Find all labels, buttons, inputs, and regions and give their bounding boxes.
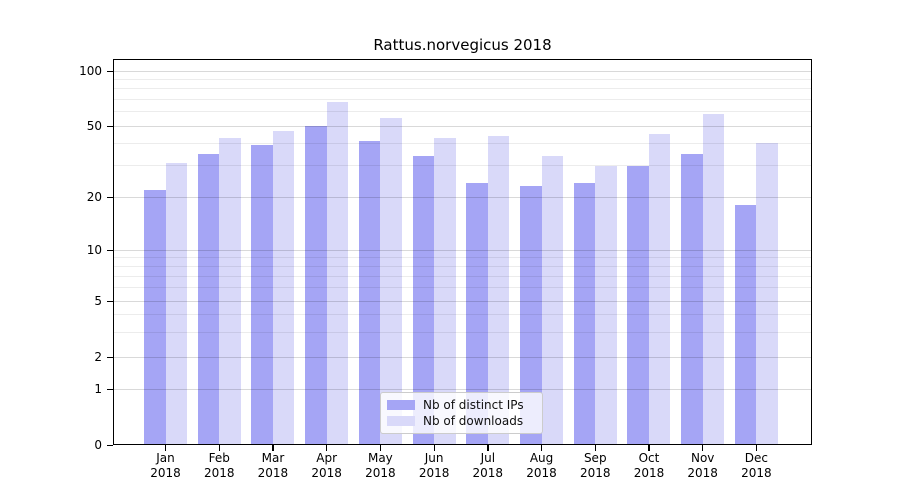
- gridline-7: [114, 275, 811, 277]
- bar-downloads: [326, 101, 349, 445]
- y-tick-label: 20: [86, 190, 102, 204]
- y-tick-mark: [107, 70, 113, 72]
- y-tick-label: 10: [86, 243, 102, 257]
- x-tick-label-apr: Apr 2018: [311, 451, 342, 480]
- gridline-3: [114, 331, 811, 333]
- y-tick-mark: [107, 196, 113, 198]
- bar-distinct-ips: [197, 153, 220, 445]
- y-tick-label: 2: [94, 350, 102, 364]
- bar-distinct-ips: [681, 153, 703, 445]
- x-tick-label-nov: Nov 2018: [687, 451, 718, 480]
- x-tick-mark: [379, 445, 382, 451]
- gridline-20: [114, 196, 811, 198]
- gridline-70: [114, 98, 811, 100]
- gridline-9: [114, 257, 811, 259]
- bar-downloads: [434, 137, 456, 445]
- bar-distinct-ips: [734, 205, 757, 445]
- legend-swatch-downloads: [387, 416, 415, 426]
- gridline-60: [114, 111, 811, 113]
- gridline-40: [114, 142, 811, 144]
- y-tick-label: 50: [86, 119, 102, 133]
- y-tick-label: 100: [79, 64, 102, 78]
- x-tick-label-dec: Dec 2018: [741, 451, 772, 480]
- x-tick-mark: [702, 445, 704, 451]
- bar-downloads: [272, 130, 295, 445]
- x-tick-mark: [272, 445, 274, 451]
- x-tick-mark: [433, 445, 435, 451]
- x-tick-label-aug: Aug 2018: [526, 451, 557, 480]
- x-tick-label-jul: Jul 2018: [472, 451, 504, 480]
- x-tick-mark: [326, 445, 328, 451]
- y-tick-label: 0: [94, 438, 102, 452]
- x-tick-label-may: May 2018: [365, 451, 396, 480]
- y-tick-mark: [107, 249, 113, 251]
- gridline-8: [114, 265, 811, 267]
- x-tick-mark: [218, 445, 220, 451]
- bar-downloads: [165, 163, 187, 445]
- y-tick-mark: [107, 388, 113, 390]
- x-tick-mark: [487, 445, 489, 451]
- x-tick-mark: [165, 445, 167, 451]
- bar-distinct-ips: [305, 126, 327, 445]
- legend-swatch-distinct-ips: [387, 400, 415, 410]
- gridline-10: [114, 249, 811, 251]
- bar-distinct-ips: [251, 145, 273, 445]
- bar-distinct-ips: [520, 186, 542, 445]
- bar-downloads: [595, 165, 617, 445]
- y-tick-label: 5: [94, 294, 102, 308]
- y-tick-mark: [107, 300, 113, 302]
- gridline-30: [114, 165, 811, 167]
- bar-downloads: [380, 118, 402, 445]
- bar-distinct-ips: [144, 189, 166, 445]
- x-tick-mark: [541, 445, 543, 451]
- bar-distinct-ips: [466, 182, 488, 445]
- y-tick-mark: [107, 125, 113, 127]
- x-tick-mark: [648, 445, 650, 451]
- bar-downloads: [219, 137, 241, 445]
- gridline-5: [114, 300, 811, 302]
- x-tick-label-sep: Sep 2018: [579, 451, 611, 480]
- bar-downloads: [756, 143, 778, 445]
- legend-label-downloads: Nb of downloads: [423, 414, 524, 428]
- legend: Nb of distinct IPs Nb of downloads: [380, 392, 543, 434]
- gridline-80: [114, 88, 811, 90]
- gridline-4: [114, 314, 811, 316]
- x-tick-label-mar: Mar 2018: [257, 451, 289, 480]
- legend-label-distinct-ips: Nb of distinct IPs: [423, 398, 524, 412]
- gridline-90: [114, 78, 811, 80]
- bar-distinct-ips: [358, 141, 381, 445]
- x-tick-label-jan: Jan 2018: [150, 451, 181, 480]
- gridline-6: [114, 287, 811, 289]
- y-tick-mark: [107, 356, 113, 358]
- x-tick-label-feb: Feb 2018: [203, 451, 235, 480]
- bar-distinct-ips: [412, 155, 435, 445]
- y-tick-mark: [107, 444, 113, 446]
- y-tick-label: 1: [94, 382, 102, 396]
- bar-downloads: [702, 114, 725, 445]
- gridline-100: [114, 70, 811, 72]
- x-tick-mark: [594, 445, 596, 451]
- legend-row-distinct-ips: Nb of distinct IPs: [387, 397, 536, 413]
- gridline-1: [114, 388, 811, 390]
- chart-title: Rattus.norvegicus 2018: [373, 36, 552, 54]
- gridline-50: [114, 125, 811, 127]
- bar-downloads: [487, 135, 510, 445]
- bar-distinct-ips: [573, 182, 596, 445]
- bar-downloads: [648, 134, 671, 445]
- x-tick-label-oct: Oct 2018: [633, 451, 665, 480]
- x-tick-mark: [755, 445, 758, 451]
- legend-row-downloads: Nb of downloads: [387, 413, 536, 429]
- x-tick-label-jun: Jun 2018: [418, 451, 450, 480]
- bar-distinct-ips: [627, 165, 649, 445]
- gridline-2: [114, 356, 811, 358]
- bar-downloads: [541, 155, 564, 445]
